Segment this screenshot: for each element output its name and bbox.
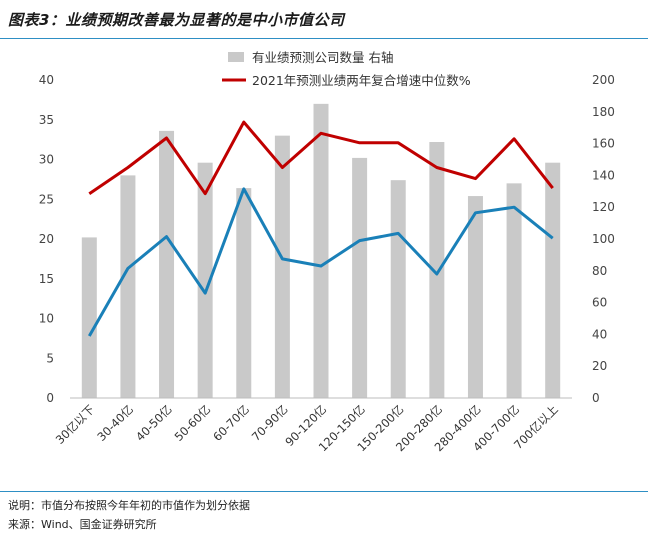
bar (429, 142, 445, 398)
y-left-tick-label: 10 (39, 312, 54, 326)
y-left-tick-label: 35 (39, 113, 54, 127)
y-right-tick-label: 180 (592, 105, 615, 119)
bar (352, 157, 368, 398)
y-right-tick-label: 160 (592, 137, 615, 151)
blue-line-series (87, 187, 554, 337)
legend-label-line: 2021年预测业绩两年复合增速中位数% (252, 73, 471, 88)
x-tick-label: 40-50亿 (133, 402, 175, 444)
y-right-tick-label: 40 (592, 327, 607, 341)
bar (159, 130, 175, 398)
bar (313, 103, 329, 398)
bar (81, 237, 97, 398)
top-rule (0, 38, 648, 39)
bottom-rule (0, 491, 648, 492)
legend: 有业绩预测公司数量 右轴 2021年预测业绩两年复合增速中位数% (222, 50, 471, 88)
red-line-series (88, 120, 554, 196)
bar (545, 162, 561, 398)
chart: 0 5 10 15 20 25 30 35 40 0 20 40 60 80 100 120 140 160 180… (0, 40, 648, 494)
source-note: 来源：Wind、国金证券研究所 (8, 518, 157, 531)
y-right-tick-label: 0 (592, 391, 600, 405)
y-left-tick-label: 30 (39, 153, 54, 167)
bar (120, 175, 136, 398)
x-tick-label: 60-70亿 (210, 402, 252, 444)
bar (506, 183, 522, 398)
y-right-tick-label: 100 (592, 232, 615, 246)
footnote: 说明：市值分布按照今年年初的市值作为划分依据 (8, 499, 250, 512)
y-right-tick-label: 200 (592, 73, 615, 87)
y-left-tick-label: 20 (39, 232, 54, 246)
y-right-tick-label: 60 (592, 296, 607, 310)
y-right-tick-label: 20 (592, 359, 607, 373)
legend-label-bar: 有业绩预测公司数量 右轴 (252, 50, 393, 65)
x-tick-label: 30-40亿 (94, 402, 136, 444)
legend-swatch-bar (228, 52, 244, 62)
y-left-tick-label: 0 (46, 391, 54, 405)
bar (467, 196, 483, 398)
x-tick-label: 50-60亿 (172, 402, 214, 444)
x-tick-label: 30亿以下 (53, 402, 98, 447)
line-series (87, 120, 554, 337)
figure-title: 图表3：业绩预期改善最为显著的是中小市值公司 (8, 11, 345, 29)
bar (390, 180, 406, 398)
y-left-tick-label: 40 (39, 73, 54, 87)
bar (274, 135, 290, 398)
y-left-tick-label: 15 (39, 272, 54, 286)
bar (236, 188, 252, 398)
y-right-tick-label: 80 (592, 264, 607, 278)
bar (197, 162, 213, 398)
chart-svg: 0 5 10 15 20 25 30 35 40 0 20 40 60 80 100 120 140 160 180… (39, 50, 615, 454)
y-left-tick-label: 25 (39, 192, 54, 206)
y-right-tick-label: 120 (592, 200, 615, 214)
y-right-tick-label: 140 (592, 168, 615, 182)
y-left-tick-label: 5 (46, 351, 54, 365)
